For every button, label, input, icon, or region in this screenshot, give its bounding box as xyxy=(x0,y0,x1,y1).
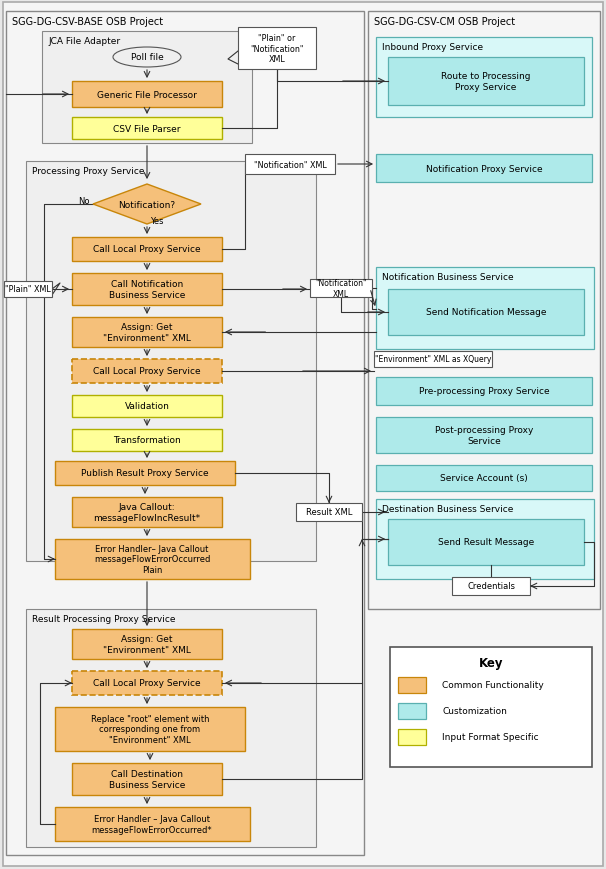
FancyBboxPatch shape xyxy=(3,3,603,866)
FancyBboxPatch shape xyxy=(296,503,362,521)
FancyBboxPatch shape xyxy=(398,703,426,720)
FancyBboxPatch shape xyxy=(26,609,316,847)
Text: Processing Proxy Service: Processing Proxy Service xyxy=(32,168,144,176)
FancyBboxPatch shape xyxy=(42,32,252,144)
FancyBboxPatch shape xyxy=(452,577,530,595)
Ellipse shape xyxy=(113,48,181,68)
Text: Route to Processing
Proxy Service: Route to Processing Proxy Service xyxy=(441,72,531,91)
FancyBboxPatch shape xyxy=(72,82,222,108)
Text: Common Functionality: Common Functionality xyxy=(442,680,544,690)
FancyBboxPatch shape xyxy=(6,12,364,855)
FancyBboxPatch shape xyxy=(72,274,222,306)
FancyBboxPatch shape xyxy=(55,540,250,580)
Text: Call Local Proxy Service: Call Local Proxy Service xyxy=(93,367,201,376)
FancyBboxPatch shape xyxy=(388,520,584,566)
FancyBboxPatch shape xyxy=(72,318,222,348)
FancyBboxPatch shape xyxy=(368,12,600,609)
FancyBboxPatch shape xyxy=(55,707,245,751)
Text: Assign: Get
"Environment" XML: Assign: Get "Environment" XML xyxy=(103,323,191,342)
FancyBboxPatch shape xyxy=(245,155,335,175)
FancyBboxPatch shape xyxy=(376,500,594,580)
Text: Input Format Specific: Input Format Specific xyxy=(442,733,539,741)
Text: "Notification"
XML: "Notification" XML xyxy=(315,279,367,298)
Text: Transformation: Transformation xyxy=(113,436,181,445)
Text: Yes: Yes xyxy=(150,217,164,226)
FancyBboxPatch shape xyxy=(376,417,592,454)
Polygon shape xyxy=(93,185,201,225)
FancyBboxPatch shape xyxy=(388,58,584,106)
FancyBboxPatch shape xyxy=(238,28,316,70)
Text: Service Account (s): Service Account (s) xyxy=(440,474,528,483)
FancyBboxPatch shape xyxy=(72,629,222,660)
Text: Result Processing Proxy Service: Result Processing Proxy Service xyxy=(32,614,176,624)
Text: "Plain" XML: "Plain" XML xyxy=(5,285,51,295)
Text: Call Local Proxy Service: Call Local Proxy Service xyxy=(93,679,201,687)
FancyBboxPatch shape xyxy=(72,395,222,417)
Text: Call Local Proxy Service: Call Local Proxy Service xyxy=(93,245,201,255)
FancyBboxPatch shape xyxy=(72,763,222,795)
Text: Validation: Validation xyxy=(125,402,170,411)
Text: Poll file: Poll file xyxy=(131,53,164,63)
FancyBboxPatch shape xyxy=(374,352,492,368)
FancyBboxPatch shape xyxy=(72,671,222,695)
FancyBboxPatch shape xyxy=(310,280,372,298)
Text: Key: Key xyxy=(479,657,503,670)
FancyBboxPatch shape xyxy=(376,377,592,406)
Text: Inbound Proxy Service: Inbound Proxy Service xyxy=(382,43,483,52)
FancyBboxPatch shape xyxy=(4,282,52,298)
Text: "Notification" XML: "Notification" XML xyxy=(254,160,327,169)
Text: "Environment" XML as XQuery: "Environment" XML as XQuery xyxy=(375,355,491,364)
FancyBboxPatch shape xyxy=(390,647,592,767)
Text: Replace "root" element with
corresponding one from
"Environment" XML: Replace "root" element with correspondin… xyxy=(91,714,209,744)
Text: Customization: Customization xyxy=(442,706,507,716)
Text: Call Destination
Business Service: Call Destination Business Service xyxy=(109,769,185,789)
Text: Error Handler – Java Callout
messageFlowErrorOccurred*: Error Handler – Java Callout messageFlow… xyxy=(92,814,212,833)
Text: CSV File Parser: CSV File Parser xyxy=(113,124,181,133)
Text: Result XML: Result XML xyxy=(306,507,352,517)
FancyBboxPatch shape xyxy=(398,729,426,745)
FancyBboxPatch shape xyxy=(72,118,222,140)
Text: Credentials: Credentials xyxy=(467,582,515,591)
Text: Post-processing Proxy
Service: Post-processing Proxy Service xyxy=(435,426,533,445)
FancyBboxPatch shape xyxy=(55,461,235,486)
Text: Call Notification
Business Service: Call Notification Business Service xyxy=(109,280,185,299)
FancyBboxPatch shape xyxy=(376,466,592,492)
Text: Publish Result Proxy Service: Publish Result Proxy Service xyxy=(81,469,209,478)
Text: Assign: Get
"Environment" XML: Assign: Get "Environment" XML xyxy=(103,634,191,654)
Text: Notification?: Notification? xyxy=(118,200,176,209)
Text: Send Notification Message: Send Notification Message xyxy=(426,308,546,317)
Text: Error Handler– Java Callout
messageFlowErrorOccurred
Plain: Error Handler– Java Callout messageFlowE… xyxy=(94,545,210,574)
Text: Generic File Processor: Generic File Processor xyxy=(97,90,197,99)
FancyBboxPatch shape xyxy=(388,289,584,335)
FancyBboxPatch shape xyxy=(72,429,222,452)
Text: Notification Proxy Service: Notification Proxy Service xyxy=(425,164,542,173)
FancyBboxPatch shape xyxy=(398,677,426,693)
Text: No: No xyxy=(79,197,90,206)
Text: JCA File Adapter: JCA File Adapter xyxy=(48,36,120,45)
Text: Java Callout:
messageFlowIncResult*: Java Callout: messageFlowIncResult* xyxy=(93,503,201,522)
FancyBboxPatch shape xyxy=(72,497,222,527)
Text: Notification Business Service: Notification Business Service xyxy=(382,273,514,282)
FancyBboxPatch shape xyxy=(376,38,592,118)
Text: SGG-DG-CSV-CM OSB Project: SGG-DG-CSV-CM OSB Project xyxy=(374,17,515,27)
FancyBboxPatch shape xyxy=(376,268,594,349)
Text: Destination Business Service: Destination Business Service xyxy=(382,505,513,514)
FancyBboxPatch shape xyxy=(72,360,222,383)
FancyBboxPatch shape xyxy=(72,238,222,262)
Text: Send Result Message: Send Result Message xyxy=(438,538,534,547)
Text: "Plain" or
"Notification"
XML: "Plain" or "Notification" XML xyxy=(250,34,304,63)
FancyBboxPatch shape xyxy=(55,807,250,841)
FancyBboxPatch shape xyxy=(26,162,316,561)
FancyBboxPatch shape xyxy=(376,155,592,182)
Text: SGG-DG-CSV-BASE OSB Project: SGG-DG-CSV-BASE OSB Project xyxy=(12,17,163,27)
Text: Pre-processing Proxy Service: Pre-processing Proxy Service xyxy=(419,387,549,396)
